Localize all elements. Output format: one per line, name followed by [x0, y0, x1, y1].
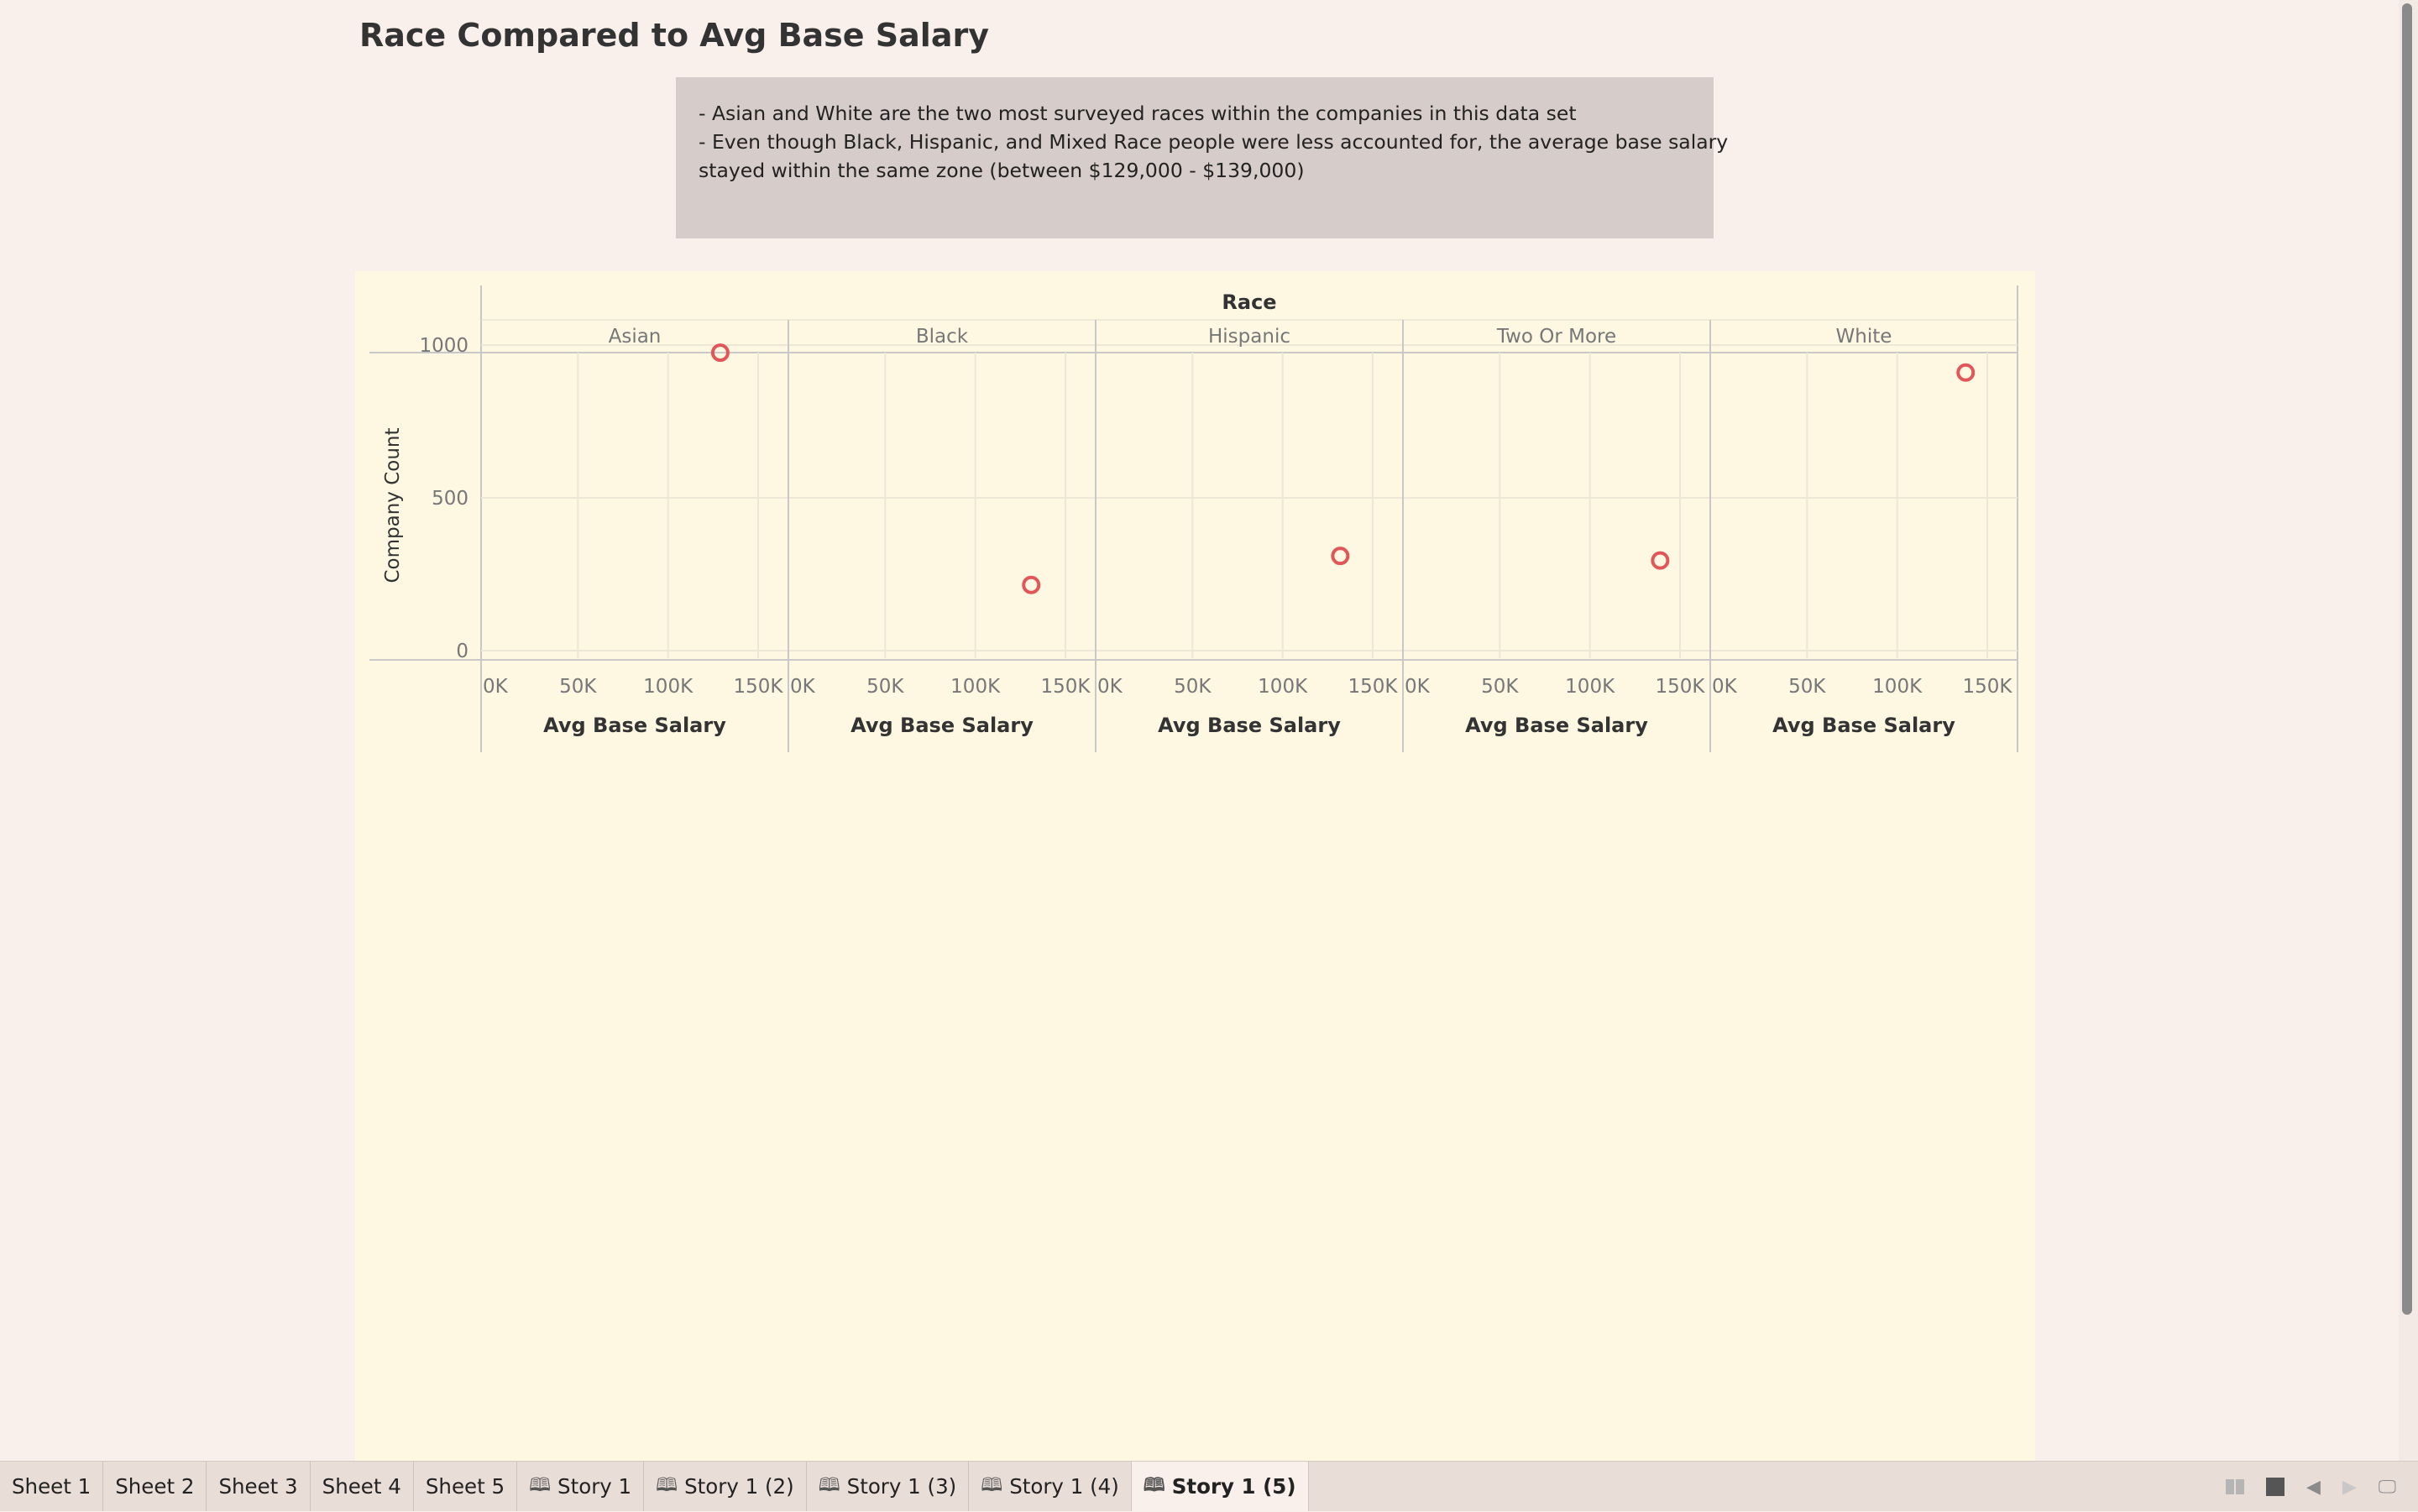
scrollbar-thumb[interactable]	[2402, 3, 2412, 1315]
x-tick-label: 0K	[1405, 676, 1431, 698]
panel-header-white: White	[1836, 326, 1892, 348]
tab-story-1-3[interactable]: 🕮 Story 1 (3)	[807, 1462, 970, 1511]
x-tick-label: 150K	[1041, 676, 1091, 698]
tab-label: Story 1	[557, 1474, 632, 1499]
notes-box: - Asian and White are the two most surve…	[676, 77, 1729, 238]
x-tick-label: 150K	[1348, 676, 1399, 698]
tab-label: Sheet 5	[425, 1474, 505, 1499]
note-line-1: - Asian and White are the two most surve…	[699, 102, 1577, 125]
scatter-chart[interactable]: Race 0 500 1000 Company Count Asian 0K 50K 100K 1…	[355, 271, 2035, 775]
tab-label: Story 1 (2)	[684, 1474, 794, 1499]
x-tick-label: 0K	[1097, 676, 1123, 698]
chart-panel: Race 0 500 1000 Company Count Asian 0K 50K 100K 1…	[355, 271, 2035, 1461]
vertical-scrollbar[interactable]	[2399, 0, 2418, 1461]
sheet-tab-bar: Sheet 1 Sheet 2 Sheet 3 Sheet 4 Sheet 5 🕮 Stor…	[0, 1461, 2418, 1511]
data-point-white	[1956, 363, 1976, 382]
data-point-two-or-more	[1651, 551, 1670, 570]
story-book-icon: 🕮	[656, 1474, 678, 1496]
x-tick-label: 50K	[1788, 676, 1826, 698]
tab-label: Sheet 1	[12, 1474, 92, 1499]
sheet-tabs: Sheet 1 Sheet 2 Sheet 3 Sheet 4 Sheet 5 🕮 Stor…	[0, 1462, 1309, 1512]
panel-header-asian: Asian	[609, 326, 662, 348]
y-tick-label: 0	[456, 641, 468, 662]
x-tick-label: 50K	[559, 676, 597, 698]
x-tick-label: 50K	[1481, 676, 1519, 698]
tab-sheet-5[interactable]: Sheet 5	[414, 1462, 518, 1511]
grid-view-icon[interactable]	[2225, 1479, 2244, 1494]
tab-label: Story 1 (4)	[1009, 1474, 1119, 1499]
note-line-2: - Even though Black, Hispanic, and Mixed…	[699, 130, 1729, 154]
story-book-icon: 🕮	[529, 1474, 552, 1496]
y-tick-label: 1000	[419, 335, 468, 357]
race-header: Race	[1222, 290, 1276, 314]
x-axis-label: Avg Base Salary	[1465, 714, 1648, 737]
tab-sheet-2[interactable]: Sheet 2	[103, 1462, 207, 1511]
tab-label: Sheet 2	[115, 1474, 195, 1499]
x-tick-label: 100K	[950, 676, 1001, 698]
data-point-hispanic	[1331, 547, 1350, 566]
x-axis-label: Avg Base Salary	[1772, 714, 1955, 737]
x-tick-label: 0K	[483, 676, 509, 698]
tab-label: Sheet 4	[322, 1474, 401, 1499]
y-tick-label: 500	[432, 488, 468, 510]
story-book-icon: 🕮	[818, 1474, 840, 1496]
tab-story-1[interactable]: 🕮 Story 1	[517, 1462, 645, 1511]
x-tick-label: 100K	[1565, 676, 1615, 698]
story-book-icon: 🕮	[981, 1474, 1003, 1496]
presentation-icon[interactable]: 🖵	[2378, 1476, 2396, 1498]
tab-sheet-4[interactable]: Sheet 4	[311, 1462, 414, 1511]
story-book-icon: 🕮	[1143, 1474, 1165, 1496]
x-tick-label: 0K	[1712, 676, 1738, 698]
data-point-black	[1022, 575, 1041, 594]
x-tick-label: 0K	[790, 676, 816, 698]
tab-story-1-2[interactable]: 🕮 Story 1 (2)	[644, 1462, 807, 1511]
x-tick-label: 50K	[1174, 676, 1212, 698]
dashboard-title: Race Compared to Avg Base Salary	[359, 17, 989, 54]
data-point-asian	[710, 343, 730, 363]
x-axis-label: Avg Base Salary	[543, 714, 726, 737]
panel-header-black: Black	[916, 326, 969, 348]
x-tick-label: 150K	[1963, 676, 2013, 698]
x-tick-label: 100K	[1258, 676, 1308, 698]
x-axis-label: Avg Base Salary	[1158, 714, 1341, 737]
tab-label: Story 1 (3)	[846, 1474, 957, 1499]
x-tick-label: 100K	[643, 676, 693, 698]
next-icon[interactable]: ▶	[2342, 1476, 2357, 1498]
tab-story-1-4[interactable]: 🕮 Story 1 (4)	[969, 1462, 1132, 1511]
y-axis-label: Company Count	[382, 427, 404, 583]
tabbar-controls: ◀ ▶ 🖵	[2225, 1462, 2418, 1512]
panel-header-two-or-more: Two Or More	[1496, 326, 1616, 348]
x-tick-label: 150K	[734, 676, 784, 698]
note-line-3: stayed within the same zone (between $12…	[699, 159, 1305, 182]
x-tick-label: 150K	[1656, 676, 1706, 698]
tab-sheet-3[interactable]: Sheet 3	[207, 1462, 311, 1511]
tab-label: Sheet 3	[218, 1474, 298, 1499]
x-axis-label: Avg Base Salary	[850, 714, 1034, 737]
single-view-icon[interactable]	[2265, 1478, 2285, 1496]
tab-label: Story 1 (5)	[1171, 1474, 1296, 1499]
tab-sheet-1[interactable]: Sheet 1	[0, 1462, 104, 1511]
x-tick-label: 50K	[866, 676, 904, 698]
previous-icon[interactable]: ◀	[2305, 1476, 2321, 1498]
tab-story-1-5[interactable]: 🕮 Story 1 (5)	[1131, 1462, 1309, 1511]
x-tick-label: 100K	[1872, 676, 1923, 698]
panel-header-hispanic: Hispanic	[1208, 326, 1290, 348]
